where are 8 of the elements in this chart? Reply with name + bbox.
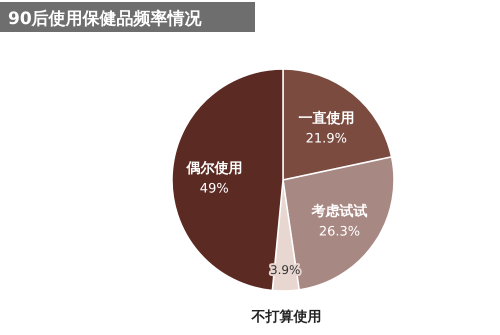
data-label: 26.3%	[318, 224, 360, 240]
data-label: 49%	[200, 182, 229, 197]
data-label: 21.9%	[306, 132, 347, 147]
slice-label: 考虑试试	[310, 203, 368, 220]
chart-title: 90后使用保健品频率情况	[8, 9, 203, 29]
slice-label: 不打算使用	[250, 308, 322, 325]
slice-label: 偶尔使用	[185, 160, 242, 177]
slice-label: 一直使用	[298, 110, 354, 127]
